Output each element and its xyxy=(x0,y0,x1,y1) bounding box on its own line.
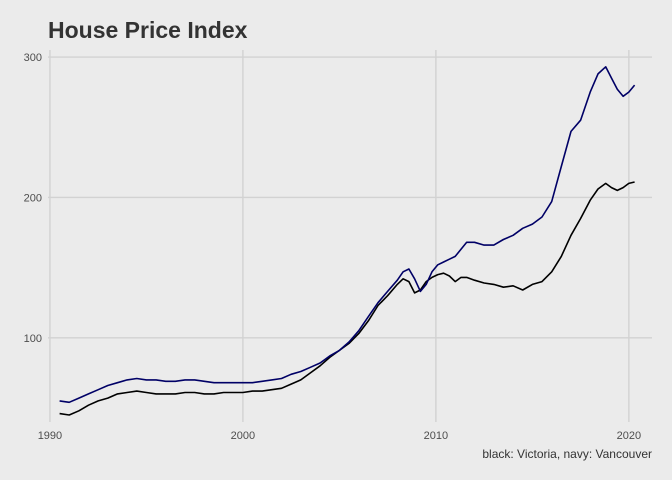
chart-caption: black: Victoria, navy: Vancouver xyxy=(482,447,652,461)
grid-lines xyxy=(48,50,652,422)
x-tick-label: 2010 xyxy=(424,430,448,442)
x-tick-label: 1990 xyxy=(38,430,62,442)
series-line-0 xyxy=(59,181,635,416)
chart-title: House Price Index xyxy=(48,17,248,43)
y-tick-label: 300 xyxy=(24,52,42,64)
y-tick-label: 100 xyxy=(24,333,42,345)
y-tick-label: 200 xyxy=(24,192,42,204)
series-lines xyxy=(59,66,636,416)
x-tick-label: 2020 xyxy=(617,430,641,442)
series-line-1 xyxy=(59,66,636,404)
tick-labels: 100 200 300 1990 2000 2010 2020 xyxy=(24,52,641,442)
x-tick-label: 2000 xyxy=(231,430,255,442)
